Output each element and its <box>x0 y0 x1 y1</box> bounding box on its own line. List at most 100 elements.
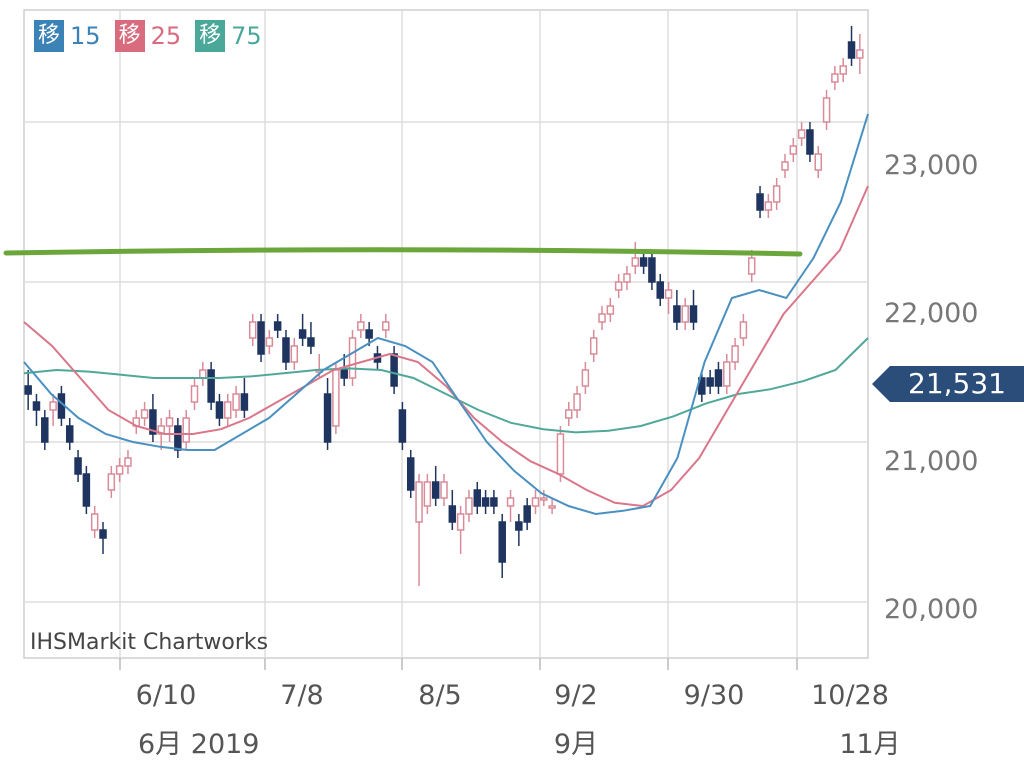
x-tick-bottom: 9月 <box>553 729 599 760</box>
candle-body <box>822 97 831 123</box>
candle-body <box>747 257 756 275</box>
candle-body <box>681 305 689 323</box>
candle-body <box>673 305 681 323</box>
candle-body <box>398 409 407 443</box>
candle-body <box>565 409 573 419</box>
ma25-line <box>23 185 869 508</box>
candle-body <box>190 385 199 403</box>
candle-body <box>323 393 332 443</box>
legend-badge: 移 <box>34 20 65 52</box>
candle-body <box>648 257 656 283</box>
candle-body <box>65 425 74 443</box>
ma15-line <box>23 113 869 516</box>
candle-body <box>32 401 41 411</box>
y-tick-label: 22,000 <box>884 298 979 329</box>
candle-body <box>756 193 764 211</box>
candle-body <box>182 417 190 443</box>
candle-body <box>365 329 373 339</box>
price-tag-shape <box>872 366 1024 402</box>
candle-body <box>797 129 806 139</box>
candle-body <box>49 401 57 411</box>
candle-body <box>348 337 357 379</box>
candle-body <box>781 161 789 171</box>
y-tick-label: 21,000 <box>884 446 979 477</box>
legend-item-ma25[interactable]: 移 25 <box>114 20 182 52</box>
candle-body <box>423 481 432 507</box>
candle-body <box>540 497 548 501</box>
candle-body <box>290 345 299 363</box>
candle-body <box>149 409 157 435</box>
candle-body <box>631 257 640 267</box>
candle-body <box>199 369 207 379</box>
legend-period: 75 <box>231 22 262 50</box>
y-tick-label: 20,000 <box>884 594 979 625</box>
candle-body <box>623 273 631 283</box>
legend-period: 25 <box>150 22 182 50</box>
candle-body <box>224 401 232 419</box>
candle-body <box>573 393 581 411</box>
candle-body <box>473 489 482 507</box>
candle-body <box>448 505 457 523</box>
candle-body <box>174 425 182 451</box>
x-tick-top: 6/10 <box>135 680 197 711</box>
candle-body <box>165 417 174 427</box>
candle-body <box>515 521 523 531</box>
legend-badge: 移 <box>195 20 226 52</box>
candle-body <box>548 505 556 509</box>
candle-body <box>656 281 664 299</box>
candle-body <box>82 473 91 507</box>
candle-body <box>107 473 116 491</box>
x-tick-bottom: 11月 <box>839 729 901 760</box>
ma75-line <box>23 337 869 434</box>
candle-body <box>456 513 465 531</box>
candle-body <box>90 513 99 531</box>
x-tick-bottom: 6月 2019 <box>138 729 260 760</box>
horizontal-annotation-line <box>3 247 803 257</box>
candle-body <box>431 481 440 499</box>
candle-body <box>273 321 282 331</box>
candle-body <box>706 377 714 387</box>
candle-body <box>298 329 307 339</box>
candle-body <box>556 433 565 475</box>
candle-body <box>856 49 864 59</box>
last-price-tag: 21,531 <box>872 366 1024 402</box>
candle-body <box>207 369 215 403</box>
candle-body <box>723 361 731 387</box>
candle-body <box>506 497 515 507</box>
x-tick-top: 7/8 <box>280 680 324 711</box>
candle-body <box>614 281 623 291</box>
candle-body <box>382 321 390 331</box>
candle-body <box>99 529 107 539</box>
candle-body <box>589 337 598 355</box>
candle-body <box>240 393 249 411</box>
candle-body <box>789 145 798 155</box>
x-tick-top: 9/30 <box>683 680 745 711</box>
candle-body <box>232 393 240 411</box>
candle-body <box>847 41 856 59</box>
candle-body <box>739 321 748 339</box>
legend: 移 15 移 25 移 75 <box>34 20 262 52</box>
candle-body <box>265 337 274 347</box>
candle-body <box>639 257 648 267</box>
candle-body <box>415 481 423 523</box>
candle-body <box>115 465 124 475</box>
candle-body <box>357 321 365 331</box>
candle-body <box>764 201 773 211</box>
candle-body <box>124 457 132 467</box>
candle-body <box>215 401 224 419</box>
candle-body <box>523 505 531 523</box>
candle-body <box>248 321 257 339</box>
x-tick-top: 8/5 <box>418 680 462 711</box>
legend-item-ma15[interactable]: 移 15 <box>34 20 101 52</box>
legend-period: 15 <box>70 22 101 50</box>
candle-body <box>340 369 348 379</box>
candle-body <box>814 153 823 171</box>
candle-body <box>41 417 49 443</box>
candle-body <box>839 65 847 75</box>
candle-body <box>598 313 606 323</box>
legend-item-ma75[interactable]: 移 75 <box>195 20 262 52</box>
candle-body <box>440 481 448 499</box>
y-tick-label: 23,000 <box>884 150 979 181</box>
